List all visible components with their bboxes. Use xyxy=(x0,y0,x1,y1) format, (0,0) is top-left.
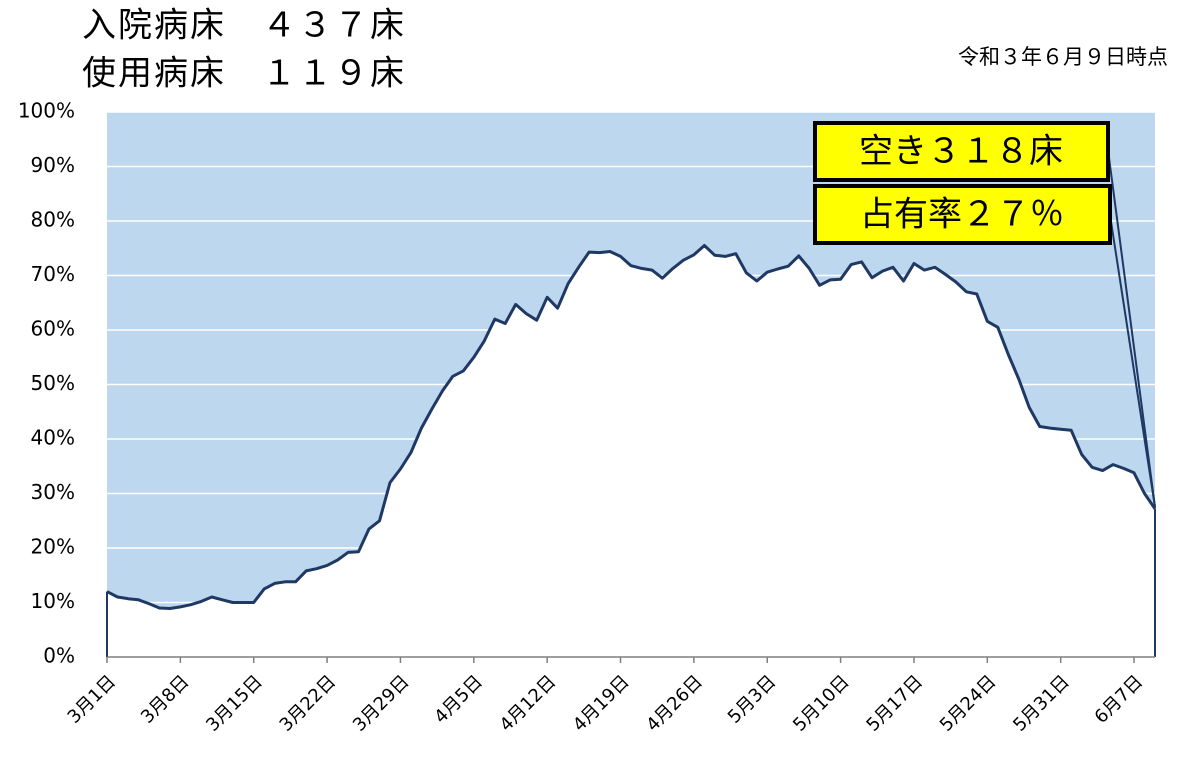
x-tick-label: 4月12日 xyxy=(496,671,561,736)
x-tick-label: 3月8日 xyxy=(137,671,194,728)
x-tick-label: 3月29日 xyxy=(349,671,414,736)
y-tick-label: 70% xyxy=(31,262,75,286)
x-tick-label: 3月22日 xyxy=(276,671,341,736)
x-tick-label: 3月1日 xyxy=(64,671,121,728)
x-tick-label: 5月3日 xyxy=(724,671,781,728)
x-tick-label: 6月7日 xyxy=(1091,671,1148,728)
y-tick-label: 90% xyxy=(31,153,75,177)
callout-text: 空き３１８床 xyxy=(859,132,1063,172)
x-tick-label: 4月26日 xyxy=(642,671,707,736)
x-tick-label: 5月10日 xyxy=(789,671,854,736)
x-tick-label: 4月5日 xyxy=(430,671,487,728)
y-tick-label: 100% xyxy=(18,99,75,123)
subtitle: 令和３年６月９日時点 xyxy=(958,45,1168,69)
x-tick-label: 4月19日 xyxy=(569,671,634,736)
x-tick-label: 3月15日 xyxy=(202,671,267,736)
y-tick-label: 10% xyxy=(31,589,75,613)
title-line: 入院病床 ４３７床 xyxy=(82,6,406,46)
x-tick-label: 5月31日 xyxy=(1009,671,1074,736)
y-tick-label: 20% xyxy=(31,535,75,559)
y-tick-label: 0% xyxy=(43,644,75,668)
x-tick-label: 5月24日 xyxy=(936,671,1001,736)
y-tick-label: 60% xyxy=(31,317,75,341)
y-tick-label: 80% xyxy=(31,208,75,232)
callout-text: 占有率２７％ xyxy=(860,195,1064,235)
y-tick-label: 50% xyxy=(31,371,75,395)
page: {"chart_data": { "type": "area", "title_… xyxy=(0,0,1196,767)
title-line: 使用病床 １１９床 xyxy=(82,54,406,94)
chart: 入院病床 ４３７床 使用病床 １１９床 令和３年６月９日時点 0% 10% 20% 3… xyxy=(0,0,1196,767)
x-tick-label: 5月17日 xyxy=(862,671,927,736)
y-tick-label: 30% xyxy=(31,480,75,504)
y-tick-label: 40% xyxy=(31,426,75,450)
